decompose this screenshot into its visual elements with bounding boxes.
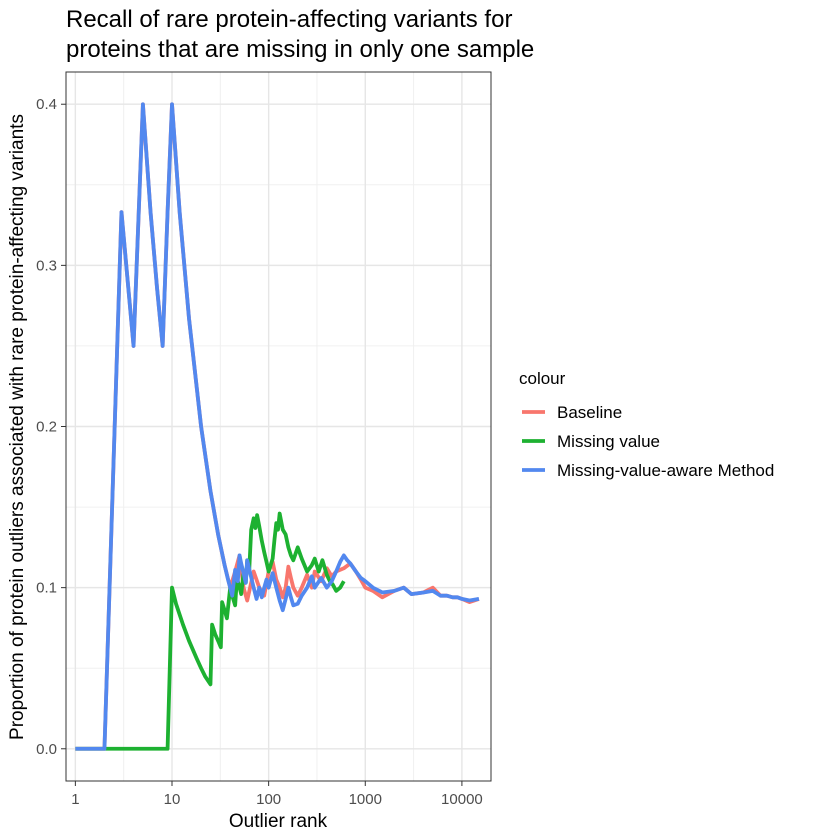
x-axis: 1 10 100 1000 10000: [71, 781, 483, 808]
x-tick-label: 100: [256, 791, 281, 808]
y-tick-label: 0.3: [36, 257, 57, 274]
series-line-missing-value-aware-method: [75, 102, 480, 751]
y-tick-label: 0.4: [36, 96, 57, 113]
legend-title: colour: [519, 369, 566, 388]
series-lines: [75, 102, 480, 751]
legend-label-baseline: Baseline: [557, 403, 622, 422]
legend-label-missing-value: Missing value: [557, 432, 660, 451]
y-tick-label: 0.2: [36, 419, 57, 436]
x-axis-title: Outlier rank: [229, 811, 328, 832]
series-line-missing-value: [75, 511, 346, 751]
x-tick-label: 1: [71, 791, 79, 808]
chart-title: Recall of rare protein-affecting variant…: [66, 6, 534, 63]
y-tick-label: 0.1: [36, 580, 57, 597]
x-tick-label: 10000: [441, 791, 483, 808]
legend-label-missing-value-aware-method: Missing-value-aware Method: [557, 461, 774, 480]
x-tick-label: 1000: [349, 791, 382, 808]
x-tick-label: 10: [164, 791, 181, 808]
chart-title-line-1: Recall of rare protein-affecting variant…: [66, 6, 512, 33]
y-axis: 0.0 0.1 0.2 0.3 0.4: [36, 96, 66, 758]
y-axis-title: Proportion of protein outliers associate…: [7, 114, 28, 740]
legend-items: Baseline Missing value Missing-value-aware…: [522, 403, 774, 480]
plot-panel: [65, 71, 492, 782]
y-tick-label: 0.0: [36, 741, 57, 758]
chart-title-line-2: proteins that are missing in only one sa…: [66, 36, 534, 63]
legend: colour Baseline Missing value Missing-valu…: [519, 369, 774, 480]
